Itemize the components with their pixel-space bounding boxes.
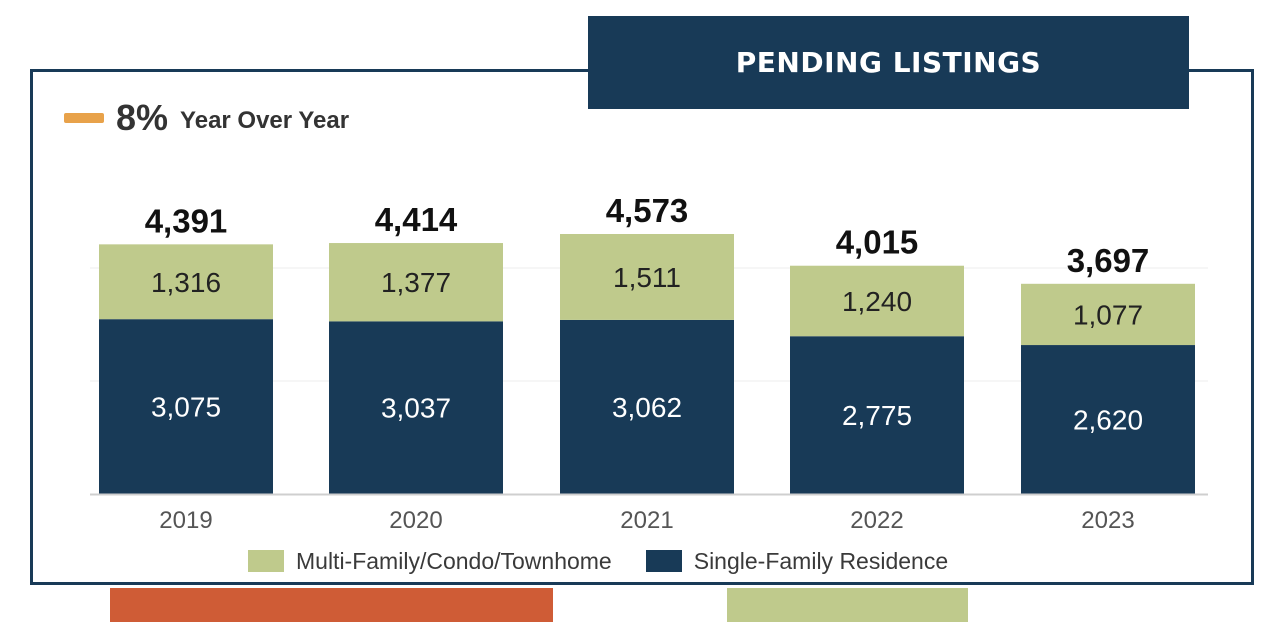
data-label-single-family-2021: 3,062 [612, 392, 682, 423]
bar-single-family-2021 [560, 319, 734, 494]
data-label-single-family-2019: 3,075 [151, 392, 221, 423]
data-label-single-family-2020: 3,037 [381, 393, 451, 424]
data-label-multi-family-2021: 1,511 [613, 262, 681, 293]
legend-swatch-single-family [645, 550, 682, 572]
decorative-bar-green [727, 588, 968, 622]
bar-multi-family-2022 [790, 265, 964, 337]
yoy-indicator: 8% Year Over Year [64, 93, 349, 143]
decorative-bar-orange [110, 588, 553, 622]
bar-single-family-2022 [790, 336, 964, 494]
title-text: PENDING LISTINGS [735, 46, 1042, 79]
data-label-single-family-2023: 2,620 [1073, 405, 1143, 436]
bar-multi-family-2023 [1021, 283, 1195, 346]
data-label-multi-family-2022: 1,240 [842, 286, 912, 317]
x-tick-label-2021: 2021 [620, 507, 673, 534]
legend: Multi-Family/Condo/Townhome Single-Famil… [248, 546, 948, 576]
legend-label-single-family: Single-Family Residence [693, 547, 949, 574]
bar-single-family-2023 [1021, 345, 1195, 494]
bar-multi-family-2021 [560, 234, 734, 320]
total-label-2022: 4,015 [836, 224, 919, 261]
yoy-value: 8% [116, 97, 169, 138]
total-label-2023: 3,697 [1067, 242, 1150, 279]
dash-icon [64, 113, 104, 123]
legend-swatch-multi-family [248, 550, 284, 572]
legend-item-single-family[interactable]: Single-Family Residence [645, 547, 949, 575]
x-tick-label-2019: 2019 [159, 507, 212, 534]
legend-item-multi-family[interactable]: Multi-Family/Condo/Townhome [248, 548, 612, 575]
data-label-multi-family-2023: 1,077 [1073, 299, 1143, 330]
x-tick-label-2023: 2023 [1081, 507, 1134, 534]
bar-multi-family-2019 [99, 244, 273, 320]
data-label-multi-family-2020: 1,377 [381, 267, 451, 298]
page-title: PENDING LISTINGS [588, 16, 1189, 109]
total-label-2020: 4,414 [375, 201, 458, 238]
bar-multi-family-2020 [329, 243, 503, 322]
total-label-2021: 4,573 [606, 192, 689, 229]
legend-label-multi-family: Multi-Family/Condo/Townhome [296, 547, 612, 574]
bar-single-family-2019 [99, 319, 273, 494]
total-label-2019: 4,391 [145, 202, 228, 239]
data-label-multi-family-2019: 1,316 [151, 267, 221, 298]
data-label-single-family-2022: 2,775 [842, 400, 912, 431]
x-tick-label-2020: 2020 [389, 507, 442, 534]
yoy-label: Year Over Year [180, 107, 350, 134]
bar-single-family-2020 [329, 321, 503, 494]
x-tick-label-2022: 2022 [850, 507, 903, 534]
